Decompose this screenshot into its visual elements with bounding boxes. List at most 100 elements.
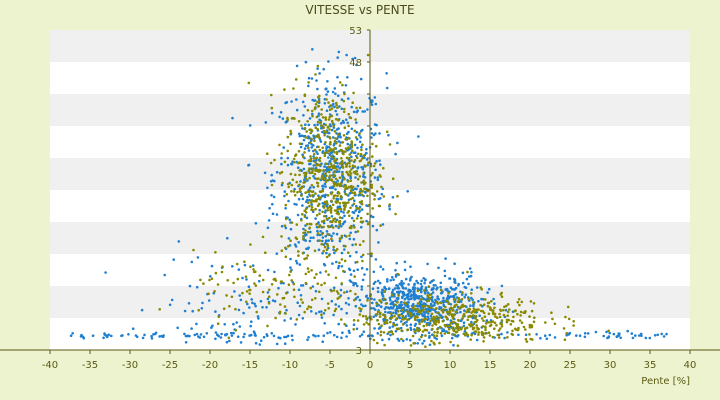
data-point: [337, 208, 340, 211]
data-point: [439, 288, 443, 292]
data-point: [307, 81, 310, 84]
data-point: [343, 291, 346, 294]
data-point: [324, 141, 327, 144]
data-point: [336, 56, 340, 59]
data-point: [352, 237, 356, 241]
data-point: [306, 307, 309, 311]
data-point: [423, 328, 427, 332]
data-point: [335, 150, 339, 154]
data-point: [305, 256, 309, 260]
data-point: [402, 318, 405, 321]
data-point: [201, 301, 204, 305]
data-point: [416, 308, 419, 311]
data-point: [326, 90, 330, 93]
data-point: [452, 294, 456, 298]
data-point: [313, 172, 317, 176]
data-point: [335, 218, 339, 222]
data-point: [304, 171, 308, 175]
data-point: [324, 118, 328, 121]
data-point: [493, 321, 497, 325]
data-point: [388, 316, 392, 320]
data-point: [352, 281, 355, 285]
data-point: [522, 325, 526, 329]
data-point: [371, 215, 375, 219]
data-point: [433, 301, 436, 305]
data-point: [548, 333, 552, 337]
data-point: [360, 255, 363, 259]
data-point: [364, 304, 367, 308]
data-point: [529, 324, 533, 327]
data-point: [385, 72, 388, 75]
data-point: [330, 299, 334, 303]
data-point: [275, 170, 279, 174]
data-point: [327, 118, 331, 121]
data-point: [312, 152, 316, 156]
data-point: [340, 265, 344, 268]
data-point: [284, 246, 287, 250]
data-point: [307, 159, 311, 163]
data-point: [205, 332, 209, 335]
data-point: [348, 214, 351, 218]
data-point: [315, 79, 318, 82]
data-point: [465, 277, 469, 281]
data-point: [347, 185, 351, 189]
data-point: [491, 320, 495, 323]
data-point: [424, 278, 427, 281]
data-point: [371, 142, 374, 146]
data-point: [352, 269, 356, 273]
data-point: [397, 294, 400, 297]
data-point: [356, 214, 360, 218]
data-point: [380, 185, 383, 189]
data-point: [245, 300, 248, 304]
data-point: [284, 255, 288, 259]
data-point: [379, 265, 383, 269]
data-point: [228, 304, 231, 308]
data-point: [370, 254, 373, 258]
data-point: [341, 162, 345, 165]
data-point: [413, 317, 417, 320]
data-point: [270, 106, 274, 110]
data-point: [370, 136, 373, 139]
data-point: [278, 310, 282, 314]
data-point: [428, 323, 431, 327]
data-point: [424, 345, 427, 349]
data-point: [323, 182, 327, 186]
data-point: [336, 106, 339, 109]
data-point: [638, 334, 641, 337]
data-point: [336, 194, 339, 198]
data-point: [235, 262, 239, 266]
data-point: [318, 148, 322, 152]
data-point: [289, 131, 293, 135]
data-point: [430, 339, 433, 343]
data-point: [464, 293, 468, 297]
data-point: [355, 63, 358, 67]
data-point: [371, 224, 375, 228]
data-point: [311, 48, 314, 51]
data-point: [388, 203, 392, 206]
data-point: [287, 244, 290, 248]
data-point: [366, 212, 369, 216]
data-point: [392, 278, 395, 282]
data-point: [310, 171, 314, 174]
data-point: [346, 121, 350, 125]
data-point: [290, 183, 294, 187]
data-point: [361, 253, 365, 257]
data-point: [372, 270, 376, 274]
data-point: [332, 124, 335, 128]
data-point: [351, 196, 355, 200]
data-point: [280, 162, 283, 166]
data-point: [317, 112, 321, 115]
data-point: [435, 337, 439, 341]
data-point: [337, 305, 341, 308]
data-point: [408, 279, 412, 282]
data-point: [330, 234, 333, 238]
data-point: [423, 281, 426, 285]
data-point: [350, 187, 353, 190]
data-point: [662, 335, 666, 338]
data-point: [457, 296, 461, 300]
data-point: [373, 176, 377, 179]
data-point: [426, 299, 429, 303]
data-point: [461, 271, 465, 275]
data-point: [430, 312, 434, 316]
